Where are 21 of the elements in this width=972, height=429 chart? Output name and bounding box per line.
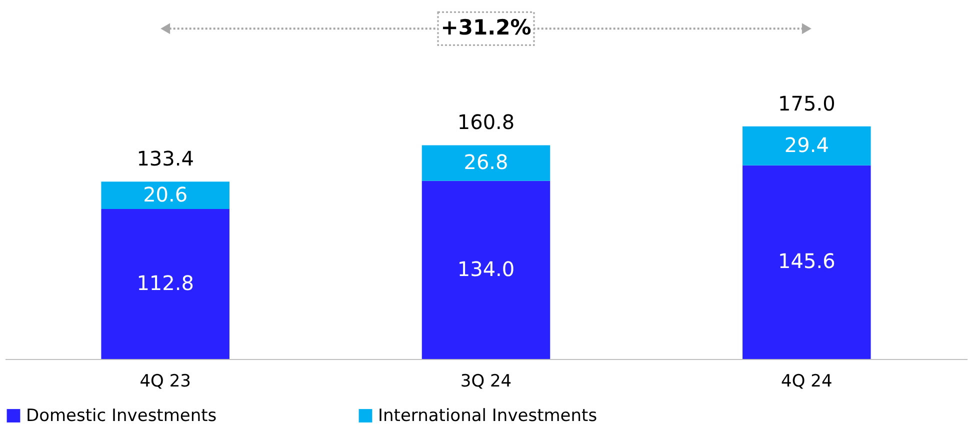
bar [742, 126, 871, 166]
bar [742, 165, 871, 359]
data-label: 26.8 [464, 150, 508, 174]
data-label: 145.6 [778, 249, 836, 274]
bar [101, 182, 230, 210]
legend-label: Domestic Investments [26, 406, 217, 426]
bar [422, 180, 550, 359]
data-label: 134.0 [457, 256, 515, 281]
x-tick-label: 4Q 23 [140, 372, 191, 392]
total-label: 160.8 [457, 110, 515, 134]
x-tick-label: 3Q 24 [460, 372, 512, 392]
total-label: 175.0 [778, 91, 836, 116]
data-label: 112.8 [136, 271, 194, 296]
x-tick-label: 4Q 24 [781, 372, 832, 392]
bar [101, 209, 230, 359]
total-label: 133.4 [136, 146, 194, 171]
bar [422, 145, 550, 181]
data-label: 20.6 [143, 182, 188, 206]
text: +31.2% [440, 16, 532, 40]
data-label: 29.4 [784, 132, 829, 157]
legend-label: International Investments [378, 406, 598, 426]
